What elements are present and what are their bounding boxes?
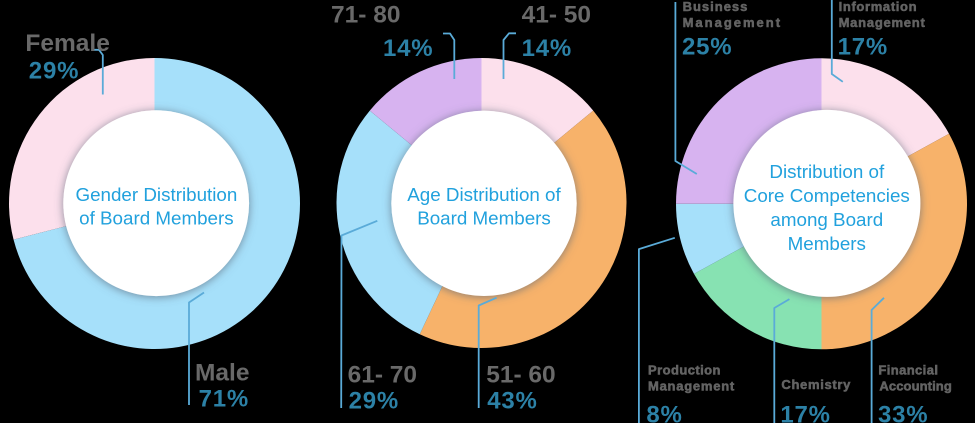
svg-text:71- 80: 71- 80 [331,1,400,28]
svg-text:51- 60: 51- 60 [486,362,555,389]
svg-text:Core Competencies: Core Competencies [744,185,910,206]
svg-text:Production: Production [648,362,721,377]
svg-text:29%: 29% [349,387,399,414]
svg-text:43%: 43% [487,387,537,414]
svg-text:Chemistry: Chemistry [781,377,851,392]
svg-text:Accounting: Accounting [879,379,952,394]
svg-text:Board Members: Board Members [417,207,551,228]
svg-text:Business: Business [683,0,749,14]
svg-text:Gender Distribution: Gender Distribution [75,184,237,205]
svg-text:of Board Members: of Board Members [79,207,234,228]
svg-text:Male: Male [195,360,249,387]
svg-text:33%: 33% [878,402,928,423]
svg-text:29%: 29% [29,58,79,85]
svg-text:Management: Management [683,15,782,30]
svg-text:41- 50: 41- 50 [522,1,591,28]
svg-text:8%: 8% [646,402,682,423]
svg-text:Information: Information [839,0,918,14]
svg-text:Age Distribution of: Age Distribution of [407,184,561,205]
svg-text:among Board: among Board [770,209,883,230]
svg-text:61- 70: 61- 70 [348,362,417,389]
svg-text:17%: 17% [838,34,888,61]
svg-text:Members: Members [788,233,866,254]
svg-text:14%: 14% [522,35,572,62]
svg-text:Management: Management [648,379,735,394]
svg-text:Female: Female [25,30,109,57]
svg-text:14%: 14% [383,35,433,62]
svg-text:25%: 25% [682,34,732,61]
svg-text:Management: Management [839,15,926,30]
svg-text:71%: 71% [199,386,249,413]
svg-text:17%: 17% [780,402,830,423]
svg-text:Distribution of: Distribution of [769,161,885,182]
svg-text:Financial: Financial [878,362,938,377]
